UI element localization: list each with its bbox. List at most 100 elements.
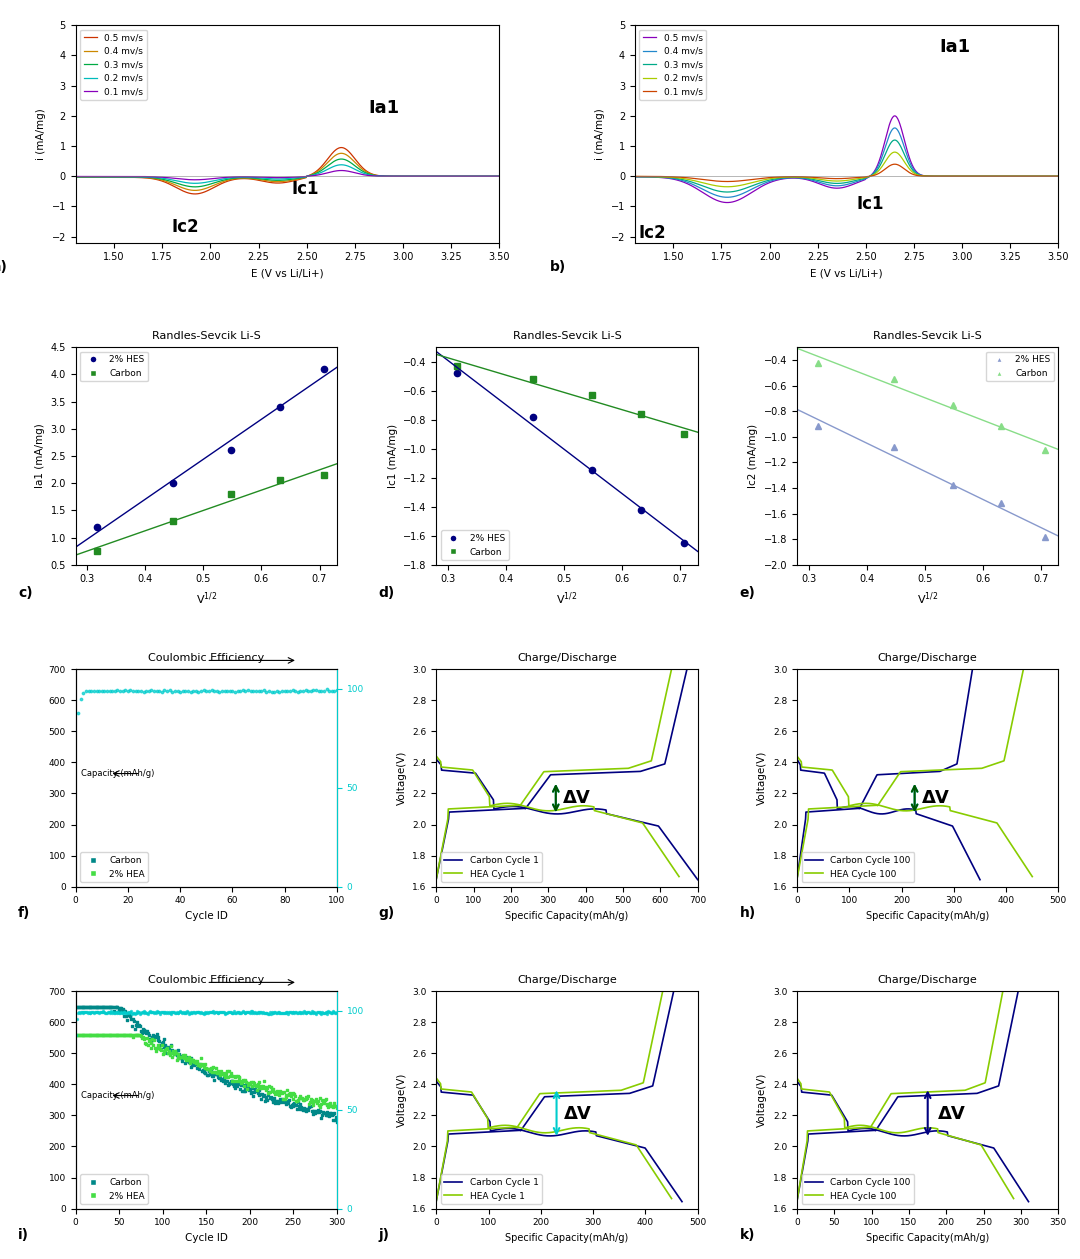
- Point: [131, 1002, 148, 1022]
- Point: [161, 1042, 178, 1063]
- Point: [232, 1003, 249, 1024]
- Point: [178, 1001, 195, 1021]
- Point: [135, 1030, 152, 1050]
- Point: [320, 1001, 337, 1021]
- 0.2 mv/s: [69, 169, 82, 184]
- Point: [90, 1025, 107, 1045]
- Point: [228, 1076, 245, 1097]
- Point: [130, 653, 147, 674]
- Point: [318, 1002, 335, 1022]
- Point: [119, 1002, 136, 1022]
- HEA Cycle 100: [1002, 1182, 1015, 1197]
- Point: [299, 681, 316, 701]
- 0.3 mv/s: [875, 156, 888, 171]
- Point: [210, 1002, 227, 1022]
- Point: [109, 997, 126, 1017]
- Point: [289, 1090, 307, 1110]
- Point: [224, 1003, 241, 1024]
- Point: [159, 616, 176, 636]
- Point: [208, 1063, 226, 1083]
- Point: [179, 681, 197, 701]
- Point: [294, 1001, 311, 1021]
- 0.3 mv/s: [888, 132, 901, 147]
- Point: [195, 1063, 213, 1083]
- Point: [164, 1002, 181, 1022]
- Point: [69, 616, 86, 636]
- Text: Ic2: Ic2: [638, 224, 666, 242]
- Point: [218, 1064, 235, 1084]
- 0.5 mv/s: [335, 140, 348, 155]
- 0.2 mv/s: [340, 159, 353, 174]
- Text: ΔV: ΔV: [921, 788, 949, 807]
- Point: [273, 1089, 291, 1109]
- X-axis label: Specific Capacity(mAh/g): Specific Capacity(mAh/g): [866, 912, 989, 920]
- Line: 0.1 mv/s: 0.1 mv/s: [76, 170, 499, 180]
- Point: [194, 1060, 212, 1080]
- Point: [299, 1088, 316, 1108]
- Point: [90, 1001, 107, 1021]
- HEA Cycle 100: [919, 1121, 932, 1136]
- Point: [284, 653, 301, 674]
- Point: [268, 1081, 285, 1102]
- Text: j): j): [379, 1228, 390, 1243]
- Point: [160, 1003, 177, 1024]
- Point: [154, 1032, 172, 1053]
- Point: [198, 653, 215, 674]
- Point: [318, 1102, 335, 1122]
- Point: [264, 616, 281, 636]
- Point: [119, 616, 136, 636]
- Carbon Cycle 100: [791, 1074, 804, 1089]
- 0.3 mv/s: [654, 170, 667, 185]
- Point: [113, 1002, 131, 1022]
- Point: [164, 1047, 181, 1068]
- Point: [202, 1060, 219, 1080]
- Line: Carbon Cycle 100: Carbon Cycle 100: [797, 1081, 1028, 1201]
- Point: [307, 1002, 324, 1022]
- Point: [306, 1090, 323, 1110]
- 0.5 mv/s: [994, 169, 1007, 184]
- Point: [190, 1001, 207, 1021]
- Point: [267, 1002, 284, 1022]
- Point: [170, 1047, 187, 1068]
- Point: [198, 1002, 215, 1022]
- Legend: Carbon Cycle 100, HEA Cycle 100: Carbon Cycle 100, HEA Cycle 100: [801, 1175, 915, 1204]
- Point: [141, 1002, 159, 1022]
- Point: [216, 653, 233, 674]
- Point: [152, 1039, 170, 1059]
- Point: [283, 1084, 300, 1104]
- Point: [187, 681, 204, 701]
- Point: [164, 1041, 181, 1061]
- Point: [171, 1002, 188, 1022]
- Point: [221, 1065, 239, 1085]
- Point: [230, 1003, 247, 1024]
- Line: 0.4 mv/s: 0.4 mv/s: [76, 154, 499, 190]
- Point: [303, 1102, 321, 1122]
- HEA Cycle 100: [968, 1136, 981, 1151]
- Point: [105, 997, 122, 1017]
- Point: [124, 681, 141, 701]
- Text: f): f): [18, 906, 30, 920]
- Point: [225, 1002, 242, 1022]
- Point: [224, 681, 241, 701]
- Point: [203, 1002, 220, 1022]
- Point: [222, 1063, 240, 1083]
- Point: [110, 1002, 127, 1022]
- Point: [180, 1003, 198, 1024]
- Point: [73, 1025, 91, 1045]
- Point: [159, 680, 176, 700]
- Point: [136, 1027, 153, 1047]
- 0.3 mv/s: [95, 169, 108, 184]
- Point: [222, 1071, 240, 1092]
- Point: [188, 1051, 205, 1071]
- Point: [186, 1002, 203, 1022]
- Text: b): b): [550, 261, 566, 274]
- Point: [237, 653, 254, 674]
- Point: [285, 1002, 302, 1022]
- Point: [180, 1051, 198, 1071]
- Point: [107, 997, 124, 1017]
- Point: [238, 1002, 255, 1022]
- Point: [78, 1002, 95, 1022]
- Point: [295, 1001, 312, 1021]
- Point: [73, 1025, 91, 1045]
- Point: [307, 1090, 324, 1110]
